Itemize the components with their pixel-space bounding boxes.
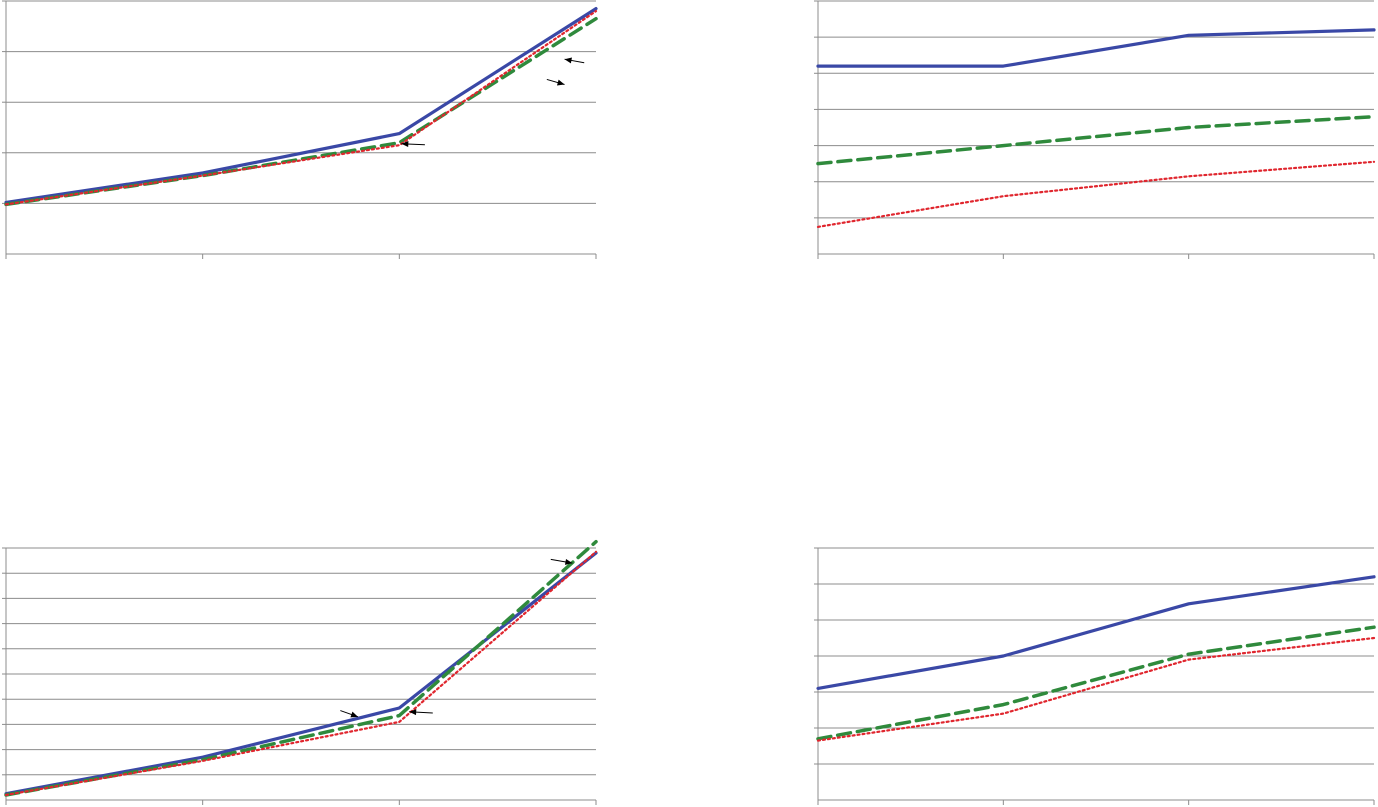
series-line-dotted — [816, 636, 1376, 742]
annotation-arrow — [340, 710, 359, 718]
series-line-dotted — [816, 160, 1376, 228]
series-line-dotted — [4, 550, 598, 797]
annotation-arrow — [564, 57, 585, 64]
annotation-arrow — [401, 140, 425, 147]
series-line-dashed — [816, 114, 1376, 166]
series-line-solid — [816, 575, 1376, 691]
series-line-dashed — [4, 16, 598, 207]
series-line-dashed — [816, 625, 1376, 741]
annotation-arrow — [550, 558, 573, 565]
series-line-solid — [4, 7, 598, 204]
line-chart-top-right — [814, 0, 1376, 259]
line-chart-top-left — [2, 0, 598, 259]
series-line-solid — [4, 551, 598, 796]
series-line-solid — [816, 28, 1376, 68]
series-line-dotted — [4, 10, 598, 206]
annotation-arrow — [409, 709, 433, 716]
series-line-dashed — [4, 539, 598, 797]
line-chart-bottom-right — [814, 547, 1376, 805]
line-chart-bottom-left — [2, 539, 598, 805]
annotation-arrow — [546, 78, 565, 86]
